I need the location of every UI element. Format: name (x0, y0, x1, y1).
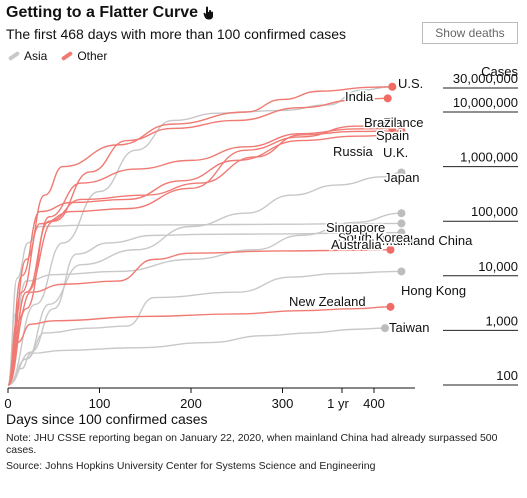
x-axis-label: Days since 100 confirmed cases (6, 411, 208, 427)
series-endpoint-taiwan[interactable] (380, 324, 389, 333)
legend: Asia Other (7, 49, 107, 63)
series-line-u-s[interactable] (7, 86, 393, 386)
y-tick-labels: 100 1,000 10,000 100,000 1,000,000 10,000,000… (453, 71, 518, 383)
chart-title-text: Getting to a Flatter Curve (6, 4, 199, 21)
series-label-new-zealand: New Zealand (289, 294, 366, 309)
series-label-mainland-china: Mainland China (382, 233, 473, 248)
chart-area: 100 1,000 10,000 100,000 1,000,000 10,000,000… (4, 64, 518, 427)
chart-subtitle: The first 468 days with more than 100 co… (6, 26, 347, 42)
y-tick-label-10-000: 10,000 (478, 259, 518, 274)
series-line-japan[interactable] (7, 171, 402, 386)
series-line-spain[interactable] (7, 134, 402, 386)
series-label-japan: Japan (384, 170, 419, 185)
series-line-taiwan[interactable] (7, 327, 385, 386)
series-endpoint-france[interactable] (397, 120, 406, 129)
legend-item-asia[interactable]: Asia (7, 49, 48, 63)
y-tick-label-100: 100 (496, 368, 518, 383)
legend-label-asia: Asia (24, 49, 48, 63)
series-label-singapore: Singapore (326, 220, 385, 235)
series-endpoint-u-k[interactable] (397, 126, 406, 135)
x-tick-labels: 0 100 200 300 400 1 yr (4, 388, 385, 411)
legend-item-other[interactable]: Other (61, 49, 107, 63)
series-line-australia[interactable] (7, 249, 391, 386)
legend-label-other: Other (77, 49, 108, 63)
series-label-australia: Australia (331, 237, 382, 252)
series-label-u-s: U.S. (398, 76, 423, 91)
series-endpoint-mainland-china[interactable] (397, 219, 406, 228)
series-endpoint-brazil[interactable] (383, 94, 392, 103)
x-tick-label-one-year: 1 yr (327, 396, 349, 411)
series-endpoint-russia[interactable] (388, 124, 397, 133)
x-tick-label-200: 200 (180, 396, 202, 411)
series-endpoint-singapore[interactable] (397, 228, 406, 237)
series-endpoint-hong-kong[interactable] (397, 267, 406, 276)
y-tick-label-1-000-000: 1,000,000 (460, 150, 518, 165)
series-label-india: India (345, 89, 374, 104)
series-label-taiwan: Taiwan (389, 320, 429, 335)
series-label-u-k: U.K. (383, 145, 408, 160)
series-endpoint-new-zealand[interactable] (386, 302, 395, 311)
source-note: Source: Johns Hopkins University Center … (6, 460, 376, 472)
x-tick-label-100: 100 (89, 396, 111, 411)
series-line-india[interactable] (7, 86, 393, 386)
series-line-russia[interactable] (7, 127, 393, 386)
y-tick-label-1-000: 1,000 (485, 313, 518, 328)
series-lines (7, 86, 402, 386)
series-endpoint-south-korea[interactable] (397, 209, 406, 218)
series-endpoint-japan[interactable] (397, 168, 406, 177)
series-label-france: France (383, 115, 423, 130)
series-line-france[interactable] (7, 124, 402, 386)
series-label-south-korea: South Korea (338, 230, 411, 245)
series-line-new-zealand[interactable] (7, 306, 391, 386)
y-tick-label-100-000: 100,000 (471, 204, 518, 219)
series-endpoints (380, 82, 406, 333)
series-label-brazil: Brazil (364, 115, 397, 130)
pointer-hand-icon (203, 6, 214, 20)
y-gridlines (443, 87, 518, 386)
y-axis-label: Cases (481, 64, 518, 79)
chart-title: Getting to a Flatter Curve (6, 4, 214, 22)
y-tick-label-10-000-000: 10,000,000 (453, 95, 518, 110)
series-line-south-korea[interactable] (7, 212, 402, 386)
series-line-u-k[interactable] (7, 130, 402, 386)
y-tick-label-30-000-000: 30,000,000 (453, 71, 518, 86)
series-endpoint-u-s[interactable] (388, 82, 397, 91)
x-tick-label-300: 300 (272, 396, 294, 411)
x-tick-label-0: 0 (4, 396, 11, 411)
x-tick-label-400: 400 (363, 396, 385, 411)
series-label-spain: Spain (376, 128, 409, 143)
series-label-hong-kong: Hong Kong (401, 283, 466, 298)
series-endpoint-australia[interactable] (386, 245, 395, 254)
footnote: Note: JHU CSSE reporting began on Januar… (6, 432, 498, 456)
series-line-hong-kong[interactable] (7, 270, 402, 386)
series-line-mainland-china[interactable] (7, 222, 402, 386)
show-deaths-button[interactable]: Show deaths (422, 22, 518, 44)
series-label-russia: Russia (333, 144, 374, 159)
